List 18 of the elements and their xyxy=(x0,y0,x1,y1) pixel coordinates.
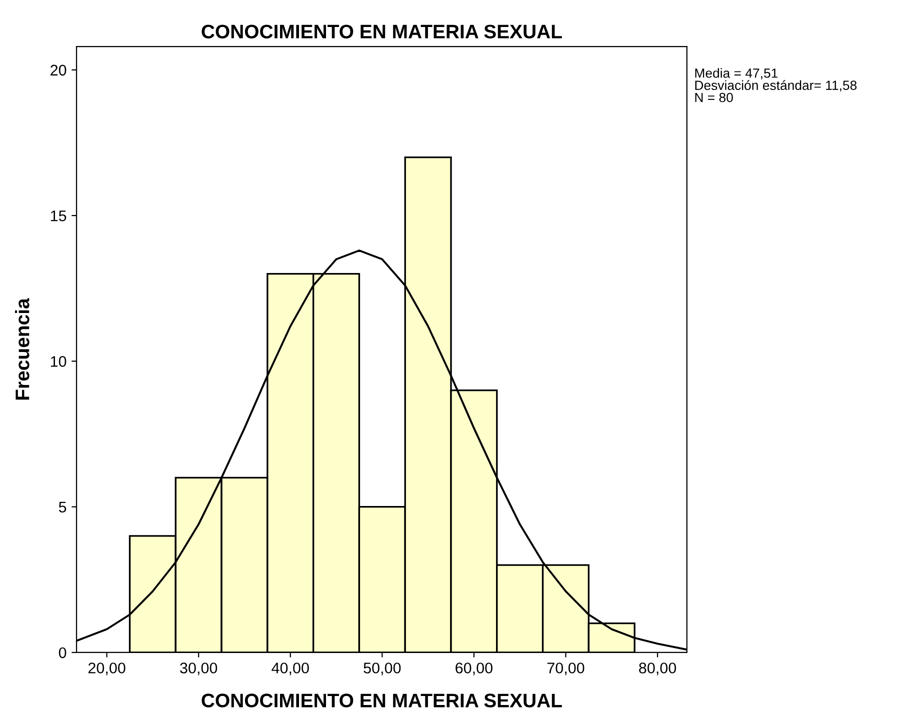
text: Media = 47,51 xyxy=(695,68,778,80)
x-axis-title: CONOCIMIENTO EN MATERIA SEXUAL xyxy=(202,694,562,708)
x-tick-label: 50,00 xyxy=(364,662,401,676)
x-tick-label: 20,00 xyxy=(88,662,126,676)
x-tick-label: 80,00 xyxy=(639,662,676,676)
y-tick-label: 10 xyxy=(50,356,66,367)
x-tick-label: 40,00 xyxy=(272,662,309,676)
chart-title: CONOCIMIENTO EN MATERIA SEXUAL xyxy=(202,24,562,38)
y-tick-label: 0 xyxy=(58,647,66,658)
x-tick-label: 30,00 xyxy=(180,662,218,676)
y-axis-title: Frecuencia xyxy=(15,298,30,400)
text: N = 80 xyxy=(695,92,733,102)
x-tick-label: 70,00 xyxy=(547,662,584,676)
y-tick-label: 15 xyxy=(50,210,66,222)
x-tick-label: 60,00 xyxy=(456,662,492,676)
y-tick-label: 5 xyxy=(58,502,66,513)
text: Desviación estándar= 11,58 xyxy=(695,80,857,92)
y-tick-label: 20 xyxy=(50,64,66,76)
